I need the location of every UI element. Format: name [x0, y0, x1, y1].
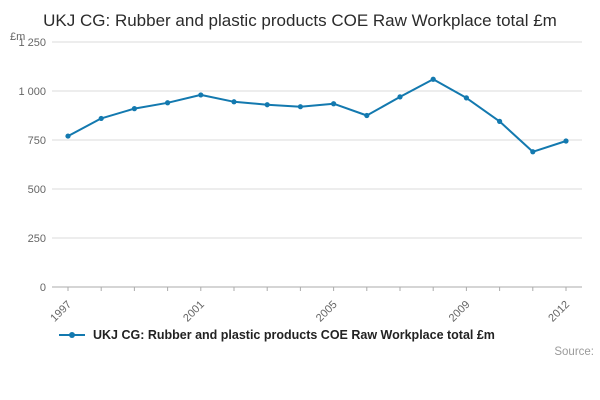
svg-text:£m: £m — [10, 32, 25, 43]
source-label: Source: — [554, 346, 594, 359]
svg-text:1 250: 1 250 — [18, 37, 46, 49]
svg-text:2009: 2009 — [447, 299, 473, 324]
svg-text:250: 250 — [28, 233, 46, 245]
svg-text:2012: 2012 — [546, 299, 572, 324]
legend-line-marker-icon — [59, 332, 85, 339]
legend-item[interactable]: UKJ CG: Rubber and plastic products COE … — [58, 328, 600, 342]
svg-text:0: 0 — [40, 282, 46, 294]
svg-text:1997: 1997 — [48, 299, 74, 324]
legend-label: UKJ CG: Rubber and plastic products COE … — [93, 328, 495, 343]
line-chart: £m 0 250 500 750 1 000 1 250 1997 2001 2005 2009 20… — [10, 32, 582, 324]
svg-text:2001: 2001 — [181, 299, 207, 324]
chart-title: UKJ CG: Rubber and plastic products COE … — [43, 11, 557, 30]
svg-text:750: 750 — [28, 135, 46, 147]
svg-text:1 000: 1 000 — [18, 86, 46, 98]
svg-text:500: 500 — [28, 184, 46, 196]
svg-text:2005: 2005 — [314, 299, 340, 324]
